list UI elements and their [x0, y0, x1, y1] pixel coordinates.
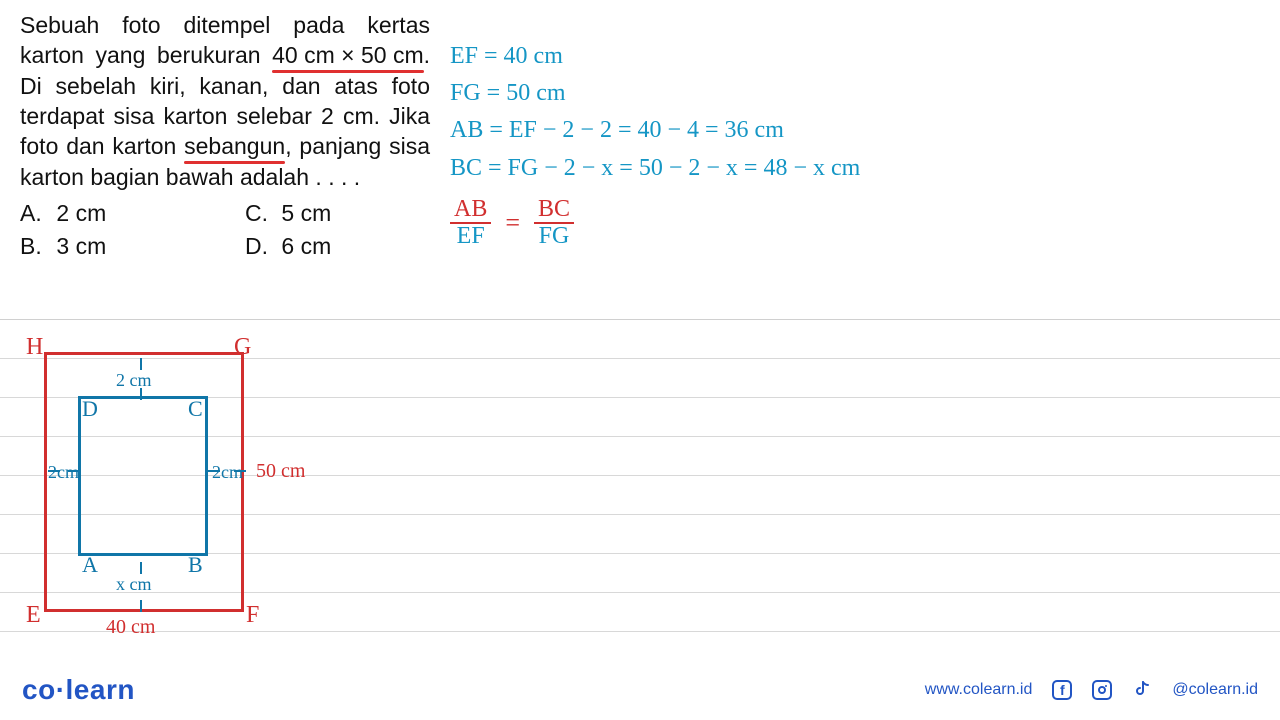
option-b: B. 3 cm [20, 231, 205, 261]
option-a-value: 2 cm [56, 200, 106, 226]
footer-right: www.colearn.id f @colearn.id [925, 680, 1258, 700]
corner-b: B [188, 552, 203, 578]
ratio-ef: EF [453, 224, 489, 249]
label-bottom-side: 40 cm [106, 616, 155, 639]
work-column: EF = 40 cm FG = 50 cm AB = EF − 2 − 2 = … [450, 10, 1260, 319]
corner-f: F [246, 602, 259, 629]
option-a-label: A. [20, 198, 50, 228]
option-c-value: 5 cm [281, 200, 331, 226]
corner-d: D [82, 396, 98, 422]
corner-g: G [234, 334, 251, 361]
work-line-1: EF = 40 cm [450, 38, 1260, 75]
problem-text: Sebuah foto ditempel pada kertas karton … [20, 10, 430, 192]
option-d-label: D. [245, 231, 275, 261]
option-a: A. 2 cm [20, 198, 205, 228]
tick-right-2 [234, 470, 246, 472]
label-left-gap: 2cm [48, 462, 79, 483]
label-top-gap: 2 cm [116, 370, 152, 391]
option-b-label: B. [20, 231, 50, 261]
footer-handle: @colearn.id [1172, 681, 1258, 699]
brand-learn: learn [66, 674, 135, 705]
tick-bot-1 [140, 562, 142, 574]
option-c-label: C. [245, 198, 275, 228]
problem-part4: adalah . . . . [234, 164, 361, 190]
ratio-ab: AB [450, 197, 491, 224]
work-line-2: FG = 50 cm [450, 75, 1260, 112]
footer-site: www.colearn.id [925, 681, 1033, 699]
option-b-value: 3 cm [56, 233, 106, 259]
ratio-right-frac: BC FG [534, 197, 574, 249]
corner-a: A [82, 552, 98, 578]
corner-h: H [26, 334, 43, 361]
brand-dot: · [56, 674, 66, 705]
instagram-icon [1092, 680, 1112, 700]
answer-options: A. 2 cm C. 5 cm B. 3 cm D. 6 cm [20, 198, 430, 261]
option-d: D. 6 cm [245, 231, 430, 261]
label-bottom-gap: x cm [116, 574, 152, 595]
ratio-equation: AB EF = BC FG [450, 197, 1260, 249]
footer: co·learn www.colearn.id f @colearn.id [0, 660, 1280, 720]
work-line-4: BC = FG − 2 − x = 50 − 2 − x = 48 − x cm [450, 150, 1260, 187]
ratio-equals: = [505, 208, 520, 238]
problem-dimension: 40 cm × 50 cm [272, 40, 423, 70]
problem-column: Sebuah foto ditempel pada kertas karton … [20, 10, 450, 319]
ratio-left-frac: AB EF [450, 197, 491, 249]
top-region: Sebuah foto ditempel pada kertas karton … [0, 0, 1280, 320]
option-d-value: 6 cm [281, 233, 331, 259]
ratio-bc: BC [534, 197, 574, 224]
problem-bawah: bawah [166, 164, 234, 190]
tick-left-2 [68, 470, 80, 472]
problem-sebangun: sebangun [184, 131, 285, 161]
brand-co: co [22, 674, 56, 705]
option-c: C. 5 cm [245, 198, 430, 228]
corner-c: C [188, 396, 203, 422]
tick-top-2 [140, 388, 142, 400]
tick-bot-2 [140, 600, 142, 612]
label-right-side: 50 cm [256, 460, 305, 483]
work-line-3: AB = EF − 2 − 2 = 40 − 4 = 36 cm [450, 112, 1260, 149]
facebook-icon: f [1052, 680, 1072, 700]
diagram: H G E F D C A B 2 cm 2cm 2cm 50 cm x cm … [16, 340, 316, 660]
tick-top-1 [140, 358, 142, 370]
ratio-fg: FG [535, 224, 574, 249]
corner-e: E [26, 602, 41, 629]
brand-logo: co·learn [22, 674, 135, 706]
tiktok-icon [1132, 680, 1152, 700]
label-right-gap: 2cm [212, 462, 243, 483]
